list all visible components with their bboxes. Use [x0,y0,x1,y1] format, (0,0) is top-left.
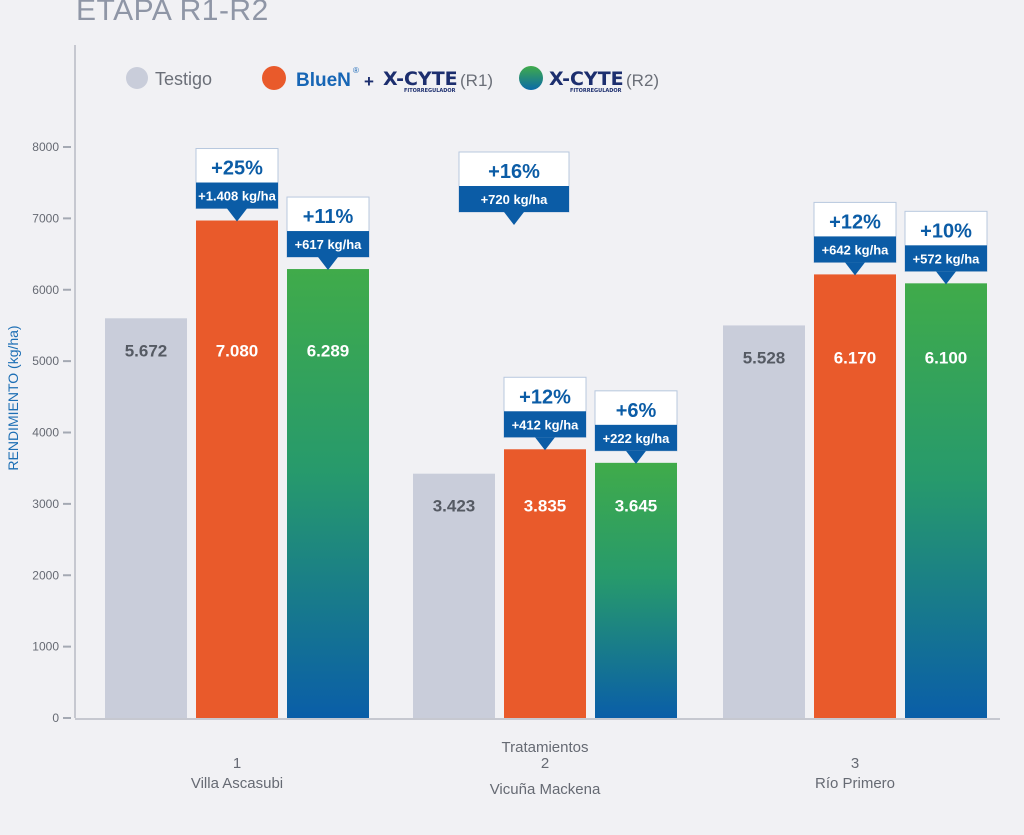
callout-kg: +1.408 kg/ha [198,189,276,204]
page-title: ETAPA R1-R2 [76,0,269,27]
y-tick-label: 8000 [32,140,59,154]
x-axis-label: Tratamientos [502,739,589,756]
legend-label-bluen: BlueN [296,70,351,91]
legend-label-xcyte-r1: X-CYTE [383,68,458,90]
bar-value-label: 5.672 [125,341,168,360]
callout-kg: +572 kg/ha [913,251,981,266]
legend-suffix-r2: (R2) [626,71,659,90]
legend-swatch-xcyte-r2 [519,66,543,90]
bar-value-label: 3.645 [615,497,658,516]
callout-pointer [318,257,338,271]
bar-value-label: 6.100 [925,348,968,367]
axes: 0 1000 2000 3000 4000 5000 6000 7000 8000 RENDIMI… [5,45,1000,725]
registered-mark: ® [353,66,359,75]
x-group-name: Villa Ascasubi [191,775,283,792]
y-tick-label: 1000 [32,640,59,654]
callout: +12% +642 kg/ha [813,201,897,276]
legend-sublabel-r1: FITORREGULADOR [404,88,456,94]
callout: +25% +1.408 kg/ha [195,148,279,222]
bar-value-label: 3.423 [433,497,476,516]
callout-band [595,424,677,451]
y-tick-label: 3000 [32,497,59,511]
y-axis-label: RENDIMIENTO (kg/ha) [5,325,21,470]
x-group-name: Vicuña Mackena [490,781,601,798]
callout-kg: +617 kg/ha [295,237,363,252]
x-group-number: 2 [541,755,549,772]
bar-xcyte-r2-group-2 [595,462,677,718]
callout-percent: +6% [616,400,657,422]
callout-pointer [936,271,956,285]
x-group-number: 1 [233,755,241,772]
legend-plus: + [364,72,374,91]
callout-pointer [845,262,865,276]
bars: 5.672 7.080 6.289 3.423 3.835 3.645 5.528 6.170… [105,220,987,719]
callout-percent: +12% [829,211,881,233]
bar-bluen-xcyte-r1-group-2 [504,449,586,718]
callout-percent: +16% [488,161,540,183]
bar-testigo-group-3 [723,325,805,718]
bar-bluen-xcyte-r1-group-3 [814,274,896,718]
legend-label-xcyte-r2: X-CYTE [549,68,624,90]
callout-kg: +222 kg/ha [603,431,671,446]
bar-value-label: 6.289 [307,341,350,360]
callout-pointer [504,212,524,225]
callout: +10% +572 kg/ha [904,210,988,285]
callout-band [287,231,369,258]
legend-swatch-bluen [262,66,286,90]
bar-bluen-xcyte-r1-group-1 [196,220,278,719]
callout: +11% +617 kg/ha [286,196,370,271]
callout: +6% +222 kg/ha [594,390,678,464]
callout-band [504,411,586,438]
bar-value-label: 6.170 [834,348,877,367]
callout: +16% +720 kg/ha [458,151,570,225]
legend-suffix-r1: (R1) [460,71,493,90]
x-axis-labels: 1 Villa Ascasubi 2 Vicuña Mackena 3 Río Prime… [191,739,895,798]
y-tick-label: 4000 [32,426,59,440]
callout-percent: +11% [303,206,354,228]
callout-band [459,186,569,212]
callouts: +25% +1.408 kg/ha +11% +617 kg/ha +16% +720 k… [195,148,988,464]
bar-testigo-group-1 [105,318,187,718]
legend-swatch-testigo [126,67,148,89]
callout-kg: +720 kg/ha [481,192,549,207]
y-tick-label: 2000 [32,568,59,582]
legend-sublabel-r2: FITORREGULADOR [570,88,622,94]
y-tick-label: 7000 [32,211,59,225]
bar-value-label: 3.835 [524,497,567,516]
callout-band [196,182,278,209]
callout: +12% +412 kg/ha [503,376,587,451]
bar-value-label: 7.080 [216,341,259,360]
y-tick-label: 5000 [32,354,59,368]
x-group-number: 3 [851,755,859,772]
bar-xcyte-r2-group-1 [287,269,369,718]
callout-percent: +10% [920,220,972,242]
x-group-name: Río Primero [815,775,895,792]
y-tick-label: 6000 [32,283,59,297]
callout-kg: +412 kg/ha [512,417,580,432]
callout-band [905,245,987,272]
callout-pointer [626,450,646,464]
legend-label-testigo: Testigo [155,69,212,89]
callout-percent: +25% [211,158,263,180]
y-tick-label: 0 [52,711,59,725]
callout-percent: +12% [519,386,571,408]
bar-xcyte-r2-group-3 [905,283,987,718]
callout-band [814,236,896,263]
bar-testigo-group-2 [413,473,495,718]
callout-kg: +642 kg/ha [822,242,890,257]
callout-pointer [227,208,247,222]
callout-pointer [535,437,555,451]
bar-value-label: 5.528 [743,348,786,367]
